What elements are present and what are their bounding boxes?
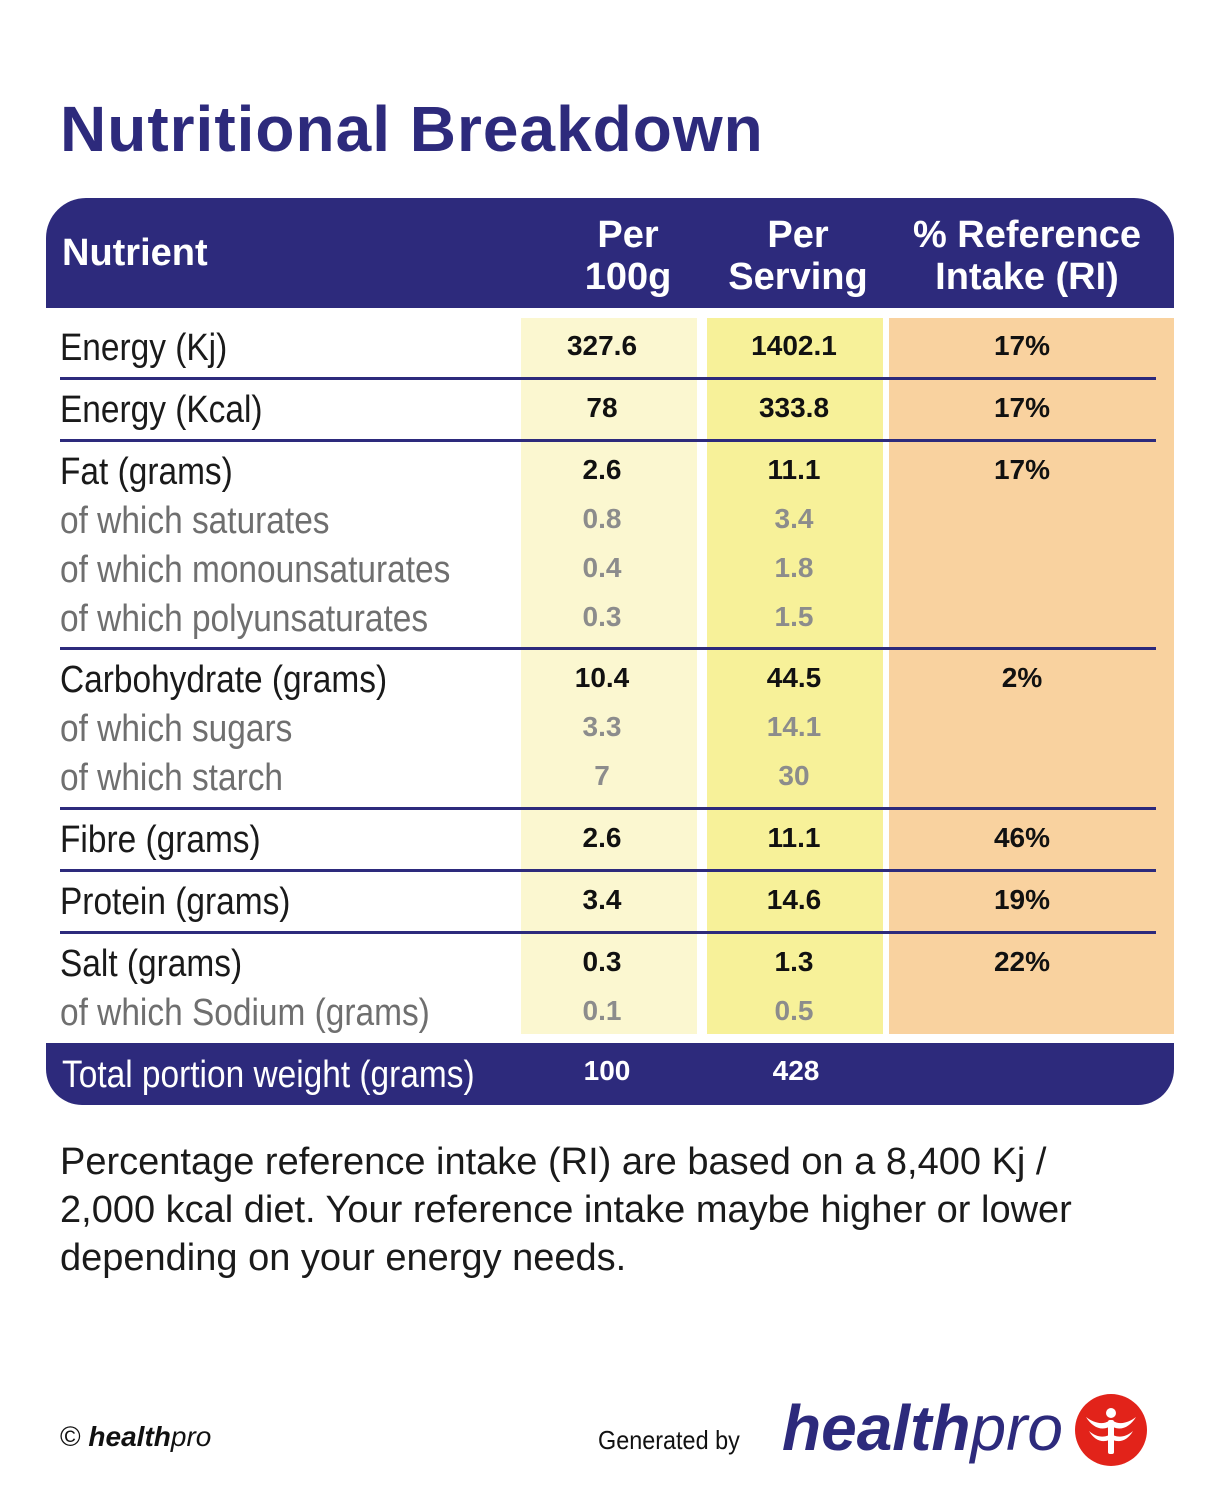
nutrient-sub-label: of which Sodium (grams) [60,992,430,1034]
table-header: Nutrient Per 100g Per Serving % Referenc… [46,198,1174,308]
per-serving-value: 1.5 [774,601,814,632]
row-divider [60,377,1156,380]
per-100g-value: 78 [586,392,618,423]
generated-by-label: Generated by [598,1425,740,1455]
per-100g-value: 2.6 [582,822,622,853]
total-row: Total portion weight (grams) 100 428 [46,1043,1174,1105]
total-per-serving-value: 428 [772,1055,820,1086]
per-serving-value: 44.5 [766,662,822,693]
table-row: of which monounsaturates 0.4 1.8 [0,546,1222,594]
per-100g-value: 327.6 [566,330,638,361]
header-per-100g-line1: Per [597,214,659,256]
nutrient-label: Carbohydrate (grams) [60,659,388,701]
header-ri-line1: % Reference [912,214,1142,256]
per-serving-value: 11.1 [767,454,821,485]
table-row: of which sugars 3.3 14.1 [0,705,1222,753]
total-label: Total portion weight (grams) [62,1054,475,1096]
header-ri-line2: Intake (RI) [935,256,1119,298]
table-row: Energy (Kcal) 78 333.8 17% [0,386,1222,434]
table-row: of which saturates 0.8 3.4 [0,497,1222,545]
per-serving-value: 1402.1 [751,330,837,361]
per-serving-value: 333.8 [758,392,830,423]
ri-footnote: Percentage reference intake (RI) are bas… [60,1141,1072,1279]
ri-value: 17% [993,330,1051,361]
per-100g-value: 0.3 [582,946,622,977]
ri-value: 19% [993,884,1051,915]
logo-pro: pro [970,1392,1063,1464]
per-serving-value: 0.5 [774,995,814,1026]
row-divider [60,869,1156,872]
copyright-brand-health: health [88,1421,171,1452]
copyright-symbol: © [60,1421,81,1452]
page-title: Nutritional Breakdown [60,93,764,165]
table-row: Fat (grams) 2.6 11.1 17% [0,448,1222,496]
nutrient-sub-label: of which starch [60,757,284,799]
nutrient-sub-label: of which sugars [60,708,293,750]
header-per-100g-line2: 100g [584,256,672,298]
nutrient-label: Energy (Kcal) [60,389,263,431]
row-divider [60,807,1156,810]
header-per-serving-line1: Per [767,214,829,256]
per-serving-value: 3.4 [774,503,814,534]
per-serving-value: 30 [778,760,810,791]
ri-value: 17% [993,454,1051,485]
table-row: Carbohydrate (grams) 10.4 44.5 2% [0,656,1222,704]
logo-health: health [782,1392,971,1464]
table-row: Energy (Kj) 327.6 1402.1 17% [0,324,1222,372]
per-100g-value: 3.3 [582,711,622,742]
row-divider [60,647,1156,650]
table-row: Protein (grams) 3.4 14.6 19% [0,878,1222,926]
table-row: Salt (grams) 0.3 1.3 22% [0,940,1222,988]
per-serving-column-shading [707,318,883,1034]
header-per-100g: Per 100g [558,214,698,298]
per-100g-value: 0.8 [582,503,622,534]
table-row: of which starch 7 30 [0,754,1222,802]
per-100g-value: 0.4 [582,552,622,583]
ri-column-shading [889,318,1174,1034]
total-per-100g-value: 100 [583,1055,631,1086]
header-per-serving-line2: Serving [728,256,868,298]
nutrient-sub-label: of which monounsaturates [60,549,451,591]
nutrient-label: Energy (Kj) [60,327,228,369]
header-nutrient-label: Nutrient [62,232,208,274]
healthpro-logo-text: healthpro [782,1393,1063,1463]
table-row: of which Sodium (grams) 0.1 0.5 [0,989,1222,1037]
per-100g-value: 0.1 [582,995,622,1026]
per-serving-value: 11.1 [767,822,821,853]
per-100g-value: 0.3 [582,601,622,632]
per-100g-value: 3.4 [582,884,622,915]
ri-value: 46% [993,822,1051,853]
copyright-notice: © healthpro [60,1420,211,1454]
header-per-serving: Per Serving [708,214,888,298]
per-serving-value: 14.6 [766,884,822,915]
nutrient-label: Fibre (grams) [60,819,261,861]
per-100g-value: 10.4 [574,662,630,693]
copyright-brand-pro: pro [170,1421,212,1452]
nutrient-label: Protein (grams) [60,881,291,923]
table-row: of which polyunsaturates 0.3 1.5 [0,595,1222,643]
per-100g-value: 2.6 [582,454,622,485]
table-row: Fibre (grams) 2.6 11.1 46% [0,816,1222,864]
per-100g-column-shading [521,318,697,1034]
ri-value: 2% [1001,662,1043,693]
row-divider [60,931,1156,934]
nutrient-sub-label: of which saturates [60,500,330,542]
nutrient-label: Fat (grams) [60,451,233,493]
ri-value: 22% [993,946,1051,977]
row-divider [60,439,1156,442]
header-reference-intake: % Reference Intake (RI) [892,214,1162,298]
per-100g-value: 7 [594,760,610,791]
ri-value: 17% [993,392,1051,423]
per-serving-value: 14.1 [766,711,822,742]
nutrient-label: Salt (grams) [60,943,243,985]
header-nutrient: Nutrient [62,232,208,274]
per-serving-value: 1.3 [774,946,814,977]
nutrient-sub-label: of which polyunsaturates [60,598,429,640]
per-serving-value: 1.8 [774,552,814,583]
healthpro-logo-icon [1075,1394,1147,1466]
